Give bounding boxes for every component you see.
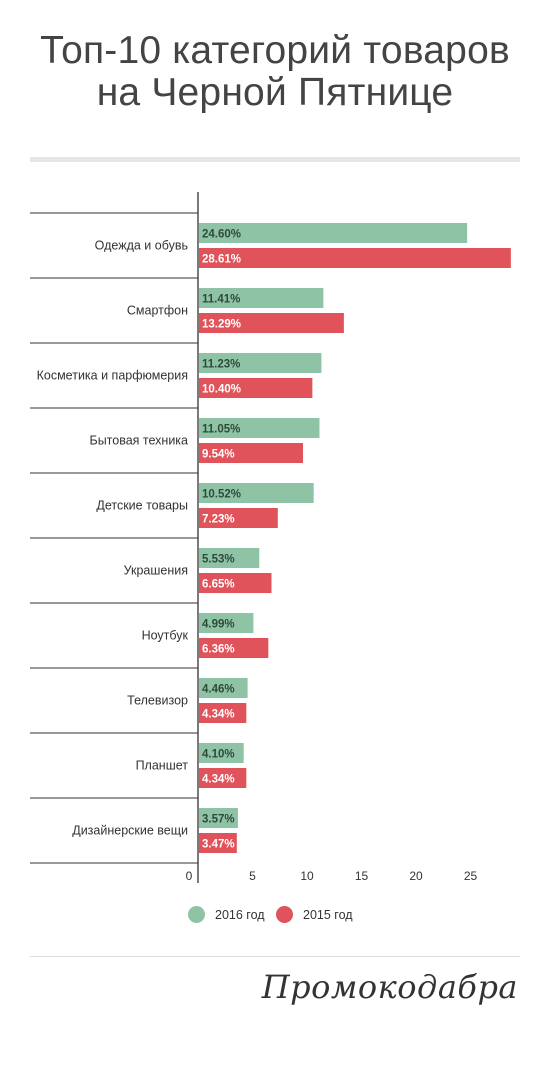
bar-2016: [199, 613, 254, 633]
x-tick-label: 10: [300, 869, 314, 883]
x-tick-label: 20: [409, 869, 423, 883]
bar-label-2015: 7.23%: [202, 514, 235, 526]
bar-2015: [199, 573, 272, 593]
bar-2015: [199, 703, 247, 723]
bar-label-2015: 4.34%: [202, 709, 235, 721]
top-divider: [30, 157, 520, 162]
bar-label-2016: 11.05%: [202, 424, 240, 436]
bar-label-2016: 11.41%: [202, 294, 240, 306]
bar-label-2015: 6.65%: [202, 579, 235, 591]
bar-label-2016: 4.99%: [202, 619, 235, 631]
category-label: Одежда и обувь: [95, 239, 188, 253]
bar-2016: [199, 418, 320, 438]
category-label: Смартфон: [127, 304, 188, 318]
bar-label-2016: 4.46%: [202, 684, 235, 696]
chart-title: Топ-10 категорий товаров на Черной Пятни…: [0, 30, 550, 114]
category-label: Ноутбук: [142, 629, 189, 643]
brand-logo: Промокодабра: [261, 968, 518, 1006]
bar-label-2016: 4.10%: [202, 749, 235, 761]
bar-label-2015: 28.61%: [202, 254, 241, 266]
bar-2015: [199, 313, 344, 333]
bar-label-2016: 3.57%: [202, 814, 235, 826]
bar-2015: [199, 378, 313, 398]
bar-label-2016: 10.52%: [202, 489, 241, 501]
legend-item-2015: 2015 год: [276, 906, 353, 923]
bar-2015: [199, 443, 303, 463]
bar-2015: [199, 638, 269, 658]
category-label: Украшения: [124, 564, 188, 578]
x-tick-label: 0: [186, 869, 193, 883]
bar-label-2015: 10.40%: [202, 384, 241, 396]
category-label: Косметика и парфюмерия: [37, 369, 188, 383]
x-tick-label: 25: [464, 869, 478, 883]
bar-2015: [199, 833, 237, 853]
bar-label-2016: 11.23%: [202, 359, 240, 371]
x-tick-label: 5: [249, 869, 256, 883]
bar-2016: [199, 483, 314, 503]
bar-label-2015: 4.34%: [202, 774, 235, 786]
bar-2016: [199, 808, 238, 828]
legend-item-2016: 2016 год: [188, 906, 265, 923]
bar-2016: [199, 743, 244, 763]
legend-label-2015: 2015 год: [303, 907, 353, 922]
category-label: Дизайнерские вещи: [72, 824, 188, 838]
bottom-divider: [30, 956, 520, 957]
category-label: Телевизор: [127, 694, 188, 708]
bar-label-2015: 9.54%: [202, 449, 235, 461]
bar-2016: [199, 288, 324, 308]
bar-2016: [199, 353, 322, 373]
bar-label-2015: 13.29%: [202, 319, 241, 331]
legend-label-2016: 2016 год: [215, 907, 265, 922]
category-label: Бытовая техника: [89, 434, 188, 448]
bar-2016: [199, 223, 468, 243]
legend-dot-2016: [188, 906, 205, 923]
bar-chart: Одежда и обувь 24.60% 28.61% Смартфон 11.41%…: [30, 192, 511, 883]
bar-2016: [199, 548, 260, 568]
chart-title-line-1: Топ-10 категорий товаров: [40, 29, 510, 72]
bar-2015: [199, 248, 511, 268]
x-tick-label: 15: [355, 869, 369, 883]
chart-title-line-2: на Черной Пятнице: [96, 71, 454, 114]
bar-label-2016: 5.53%: [202, 554, 235, 566]
legend-dot-2015: [276, 906, 293, 923]
category-label: Детские товары: [96, 499, 188, 513]
bar-label-2015: 6.36%: [202, 644, 235, 656]
bar-label-2016: 24.60%: [202, 229, 241, 241]
bar-2016: [199, 678, 248, 698]
bar-label-2015: 3.47%: [202, 839, 235, 851]
bar-2015: [199, 768, 247, 788]
category-label: Планшет: [136, 759, 189, 773]
legend: 2016 год 2015 год: [0, 906, 550, 930]
bar-2015: [199, 508, 278, 528]
